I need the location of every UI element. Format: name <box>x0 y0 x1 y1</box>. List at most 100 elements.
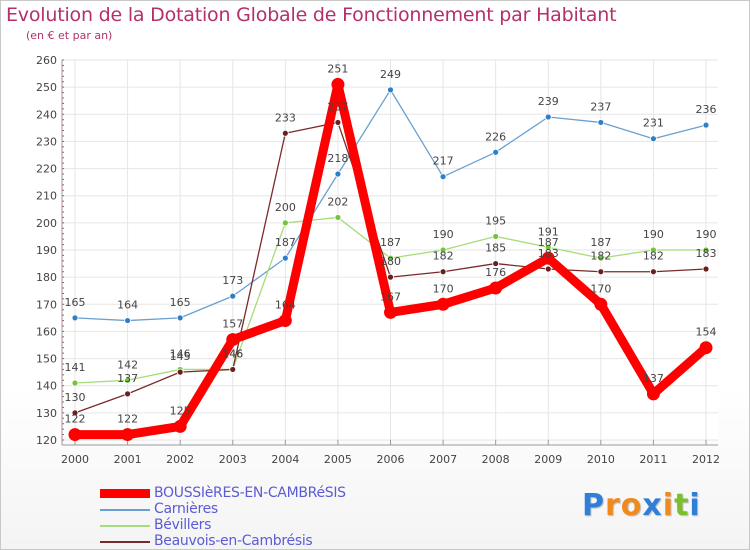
y-tick-label: 210 <box>36 190 57 203</box>
data-point <box>71 409 79 417</box>
data-point <box>646 387 660 401</box>
data-label: 157 <box>222 318 243 331</box>
data-label: 165 <box>65 296 86 309</box>
data-point <box>71 379 79 387</box>
data-label: 141 <box>65 361 86 374</box>
data-point <box>650 268 657 276</box>
data-point <box>702 265 710 273</box>
data-label: 233 <box>275 111 296 124</box>
data-label: 226 <box>485 130 506 143</box>
data-label: 187 <box>275 236 296 249</box>
y-tick-label: 170 <box>36 298 57 311</box>
data-point <box>544 113 552 121</box>
data-label: 165 <box>170 296 191 309</box>
legend-label-carnieres: Carnières <box>154 501 218 517</box>
data-label: 236 <box>696 103 717 116</box>
data-point <box>436 297 450 311</box>
logo-letter: x <box>642 488 663 523</box>
data-point <box>597 268 605 276</box>
data-point <box>124 390 131 398</box>
data-point <box>226 333 240 347</box>
logo-letter: t <box>674 488 690 523</box>
data-point <box>544 265 552 273</box>
data-label: 182 <box>643 250 664 263</box>
data-label: 185 <box>485 242 506 255</box>
legend-label-beauvois: Beauvois-en-Cambrésis <box>154 533 313 549</box>
data-label: 237 <box>590 100 611 113</box>
data-point <box>278 314 292 328</box>
data-point <box>544 243 552 251</box>
data-label: 182 <box>433 250 454 263</box>
data-label: 237 <box>327 100 348 113</box>
data-point <box>68 428 82 442</box>
data-label: 200 <box>275 201 296 214</box>
data-label: 122 <box>65 413 86 426</box>
data-label: 217 <box>433 155 454 168</box>
data-point <box>702 246 710 254</box>
y-tick-label: 230 <box>36 135 57 148</box>
x-tick-label: 2010 <box>587 453 615 466</box>
chart-subtitle: (en € et par an) <box>26 29 113 42</box>
data-label: 183 <box>696 247 717 260</box>
data-point <box>173 419 187 433</box>
data-point <box>597 119 605 126</box>
data-label: 176 <box>485 266 506 279</box>
data-point <box>281 254 289 262</box>
y-tick-label: 120 <box>36 434 57 447</box>
x-tick-label: 2012 <box>692 453 720 466</box>
y-tick-label: 220 <box>36 163 57 176</box>
data-label: 164 <box>117 299 138 312</box>
data-label: 137 <box>643 372 664 385</box>
data-point <box>334 170 342 178</box>
legend-swatch-beauvois <box>100 541 150 543</box>
x-tick-label: 2006 <box>377 453 405 466</box>
data-label: 183 <box>538 247 559 260</box>
data-point <box>489 281 503 295</box>
data-point <box>439 268 447 276</box>
data-point <box>439 173 447 181</box>
y-tick-label: 200 <box>36 217 57 230</box>
logo-letter: o <box>620 488 643 523</box>
x-tick-label: 2000 <box>61 453 89 466</box>
x-tick-label: 2009 <box>534 453 562 466</box>
data-point <box>334 119 342 126</box>
data-label: 180 <box>380 255 401 268</box>
data-label: 130 <box>65 391 86 404</box>
legend-label-bevillers: Bévillers <box>154 517 212 533</box>
legend-swatch-bevillers <box>100 525 150 527</box>
data-label: 190 <box>643 228 664 241</box>
data-point <box>597 254 605 262</box>
data-label: 182 <box>590 250 611 263</box>
data-label: 191 <box>538 225 559 238</box>
data-point <box>699 341 713 355</box>
legend-label-boussieres: BOUSSIèRES-EN-CAMBRéSIS <box>154 485 346 501</box>
chart-title: Evolution de la Dotation Globale de Fonc… <box>6 4 617 26</box>
data-point <box>176 314 184 322</box>
data-point <box>124 376 131 384</box>
data-label: 187 <box>380 236 401 249</box>
data-point <box>229 292 237 300</box>
logo-letter: r <box>605 488 621 523</box>
logo-letter: P <box>582 488 605 523</box>
data-point <box>124 317 131 324</box>
data-label: 146 <box>222 347 243 360</box>
data-label: 187 <box>590 236 611 249</box>
data-point <box>384 305 397 319</box>
data-label: 146 <box>170 347 191 360</box>
data-point <box>121 428 135 442</box>
data-label: 154 <box>696 326 717 339</box>
y-tick-label: 140 <box>36 380 57 393</box>
logo-letter: i <box>662 488 675 523</box>
data-label: 137 <box>117 372 138 385</box>
data-label: 145 <box>170 350 191 363</box>
data-point <box>702 121 710 129</box>
y-tick-label: 250 <box>36 81 57 94</box>
data-label: 122 <box>117 413 138 426</box>
x-tick-label: 2011 <box>639 453 667 466</box>
data-label: 170 <box>590 282 611 295</box>
y-tick-label: 130 <box>36 407 57 420</box>
legend-swatch-boussieres <box>100 489 150 498</box>
y-tick-label: 150 <box>36 353 57 366</box>
data-point <box>176 368 184 376</box>
